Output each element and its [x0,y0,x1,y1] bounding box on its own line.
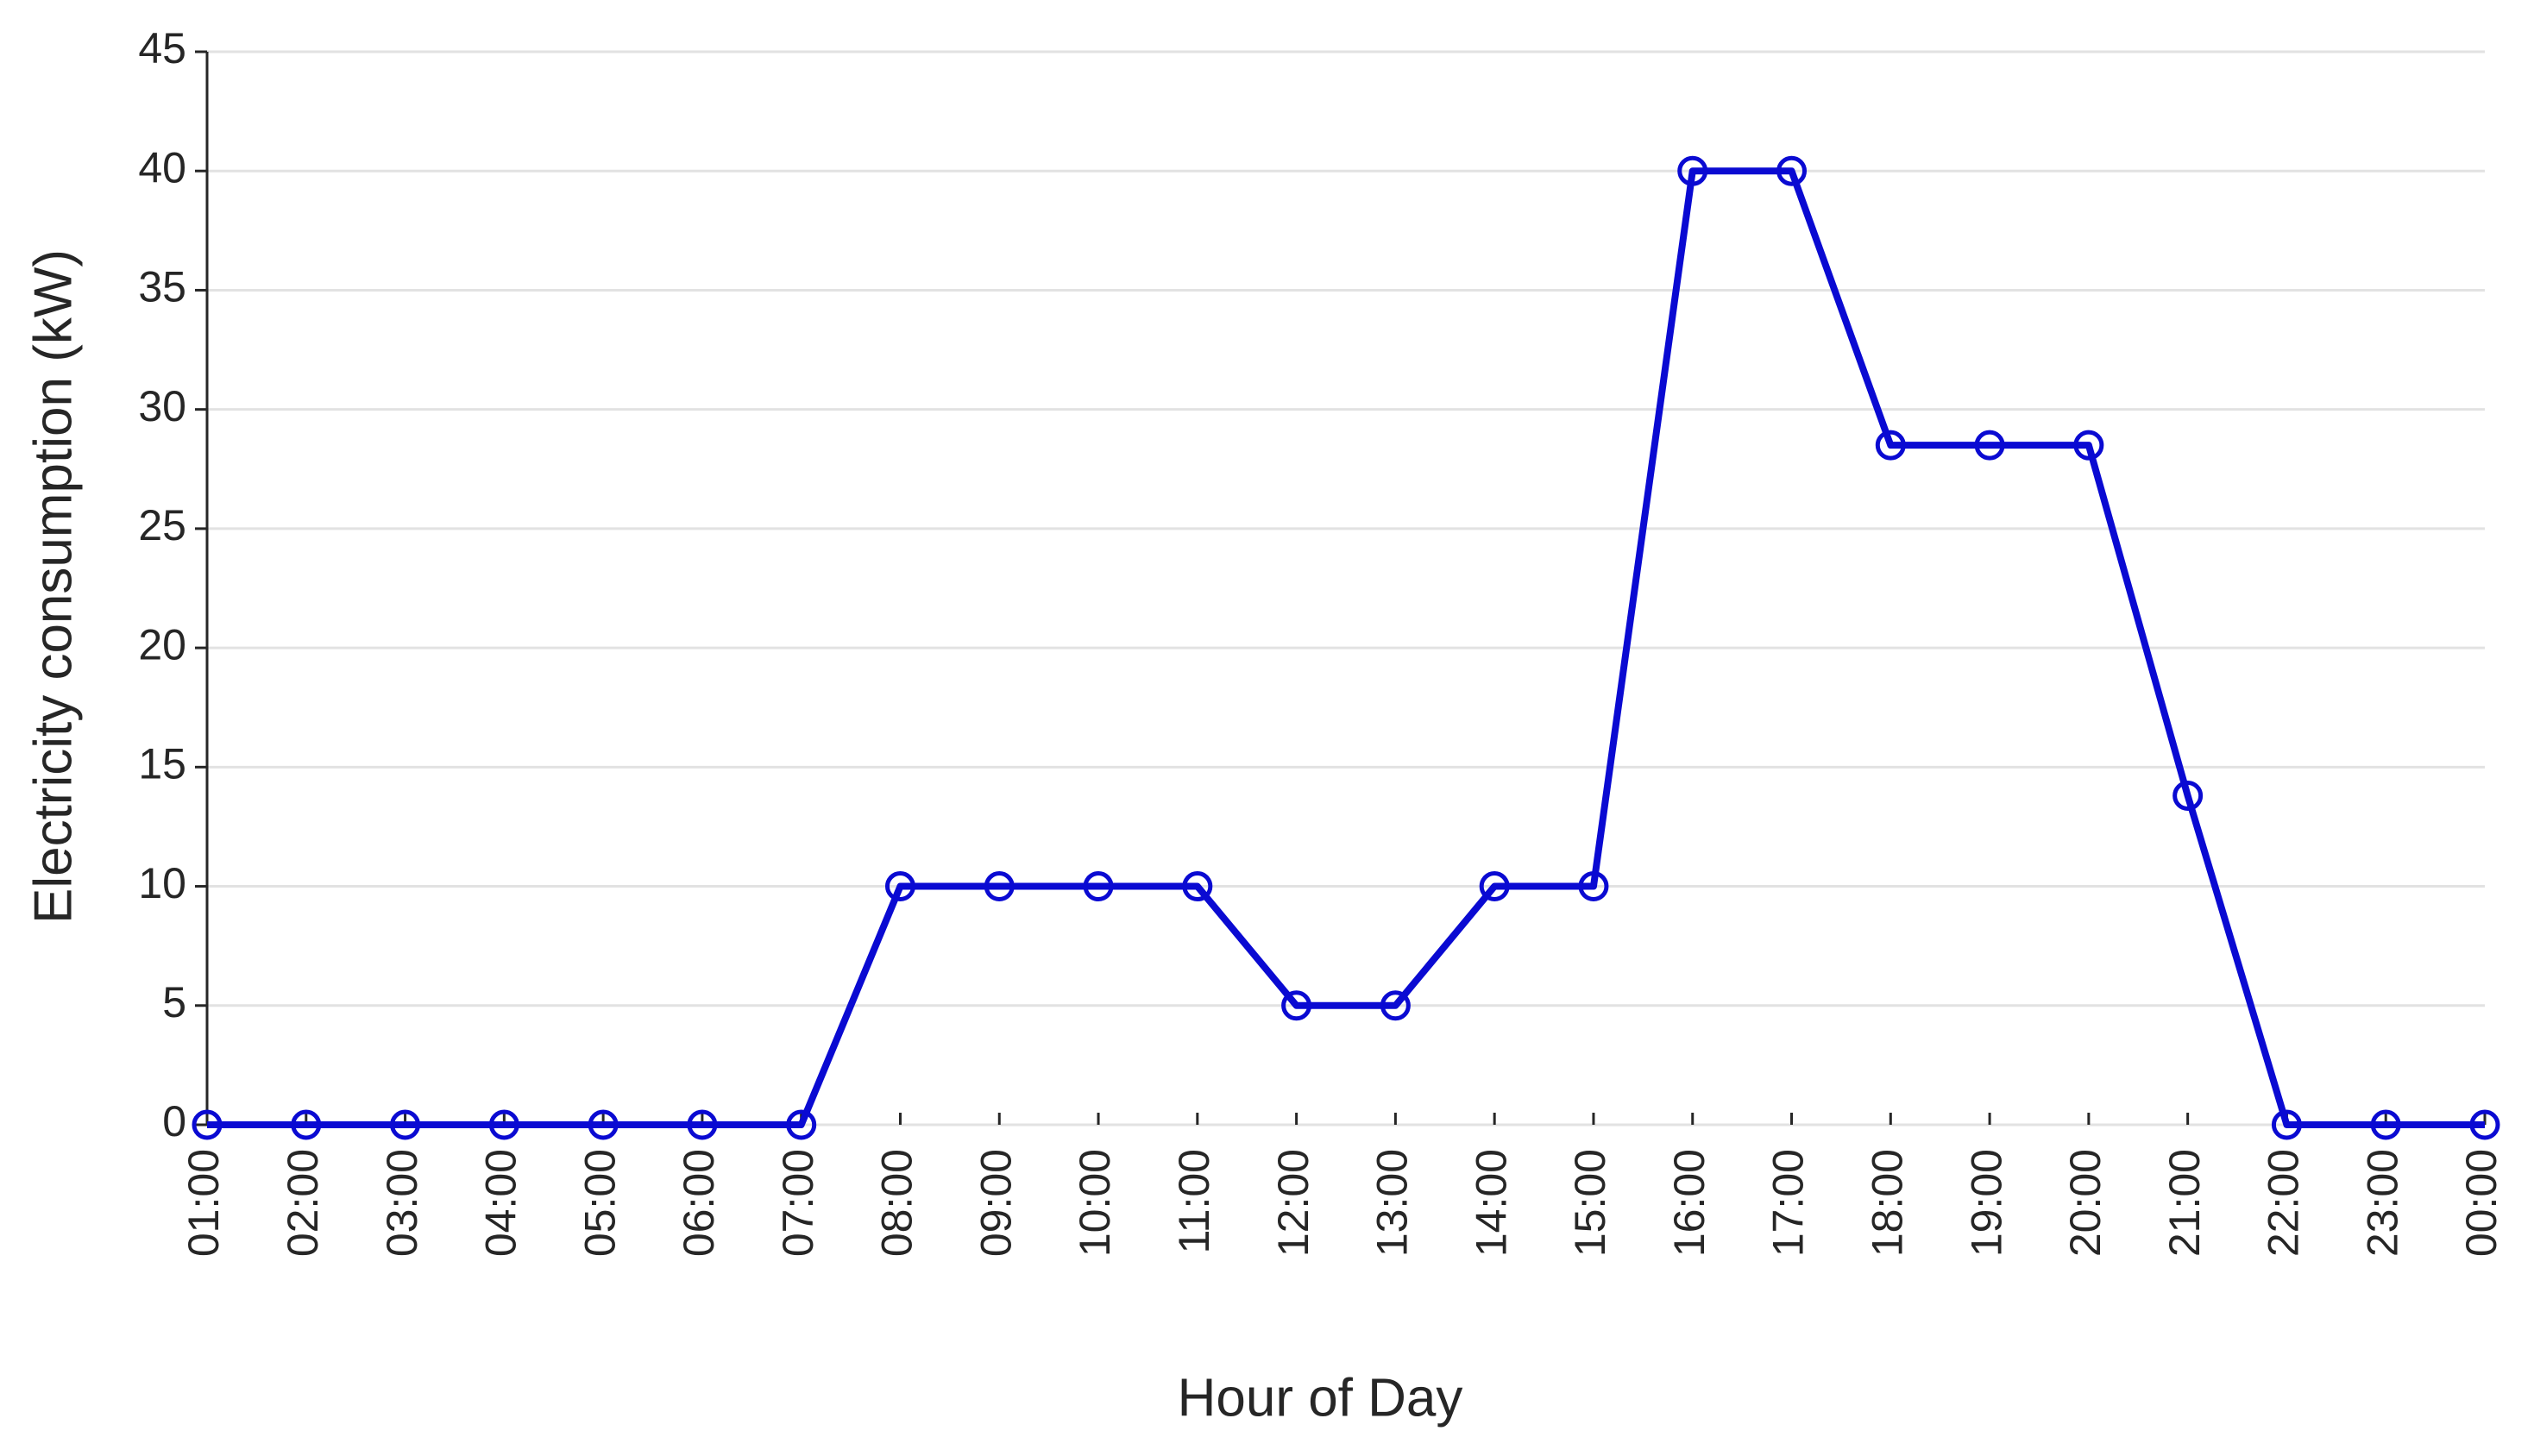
data-point [1578,871,1609,902]
x-tick-label: 11:00 [1170,1149,1218,1253]
x-tick-label: 04:00 [477,1149,525,1257]
data-point [390,1109,421,1140]
y-tick-label: 15 [138,740,186,788]
x-tick-label: 08:00 [873,1149,921,1257]
x-tick-label: 18:00 [1864,1149,1912,1257]
data-point [687,1109,718,1140]
data-point [291,1109,322,1140]
x-tick-label: 23:00 [2358,1149,2406,1257]
x-tick-label: 20:00 [2061,1149,2110,1257]
x-tick-label: 02:00 [279,1149,327,1257]
data-point [2172,781,2204,812]
x-tick-label: 01:00 [179,1149,228,1257]
data-point [2469,1109,2500,1140]
data-point [2271,1109,2302,1140]
y-tick-label: 10 [138,859,186,907]
x-tick-label: 03:00 [378,1149,426,1257]
data-point [1479,871,1510,902]
y-tick-label: 20 [138,620,186,668]
x-tick-label: 06:00 [675,1149,723,1257]
x-tick-label: 13:00 [1368,1149,1417,1257]
y-tick-label: 0 [162,1097,186,1145]
y-tick-label: 30 [138,382,186,430]
y-tick-label: 40 [138,143,186,191]
x-tick-label: 19:00 [1962,1149,2010,1257]
x-tick-label: 09:00 [971,1149,1020,1257]
x-tick-label: 05:00 [575,1149,624,1257]
x-tick-label: 21:00 [2160,1149,2209,1257]
y-tick-label: 25 [138,501,186,549]
data-point [1677,155,1708,186]
x-tick-label: 22:00 [2260,1149,2308,1257]
x-tick-label: 10:00 [1071,1149,1119,1257]
y-tick-label: 5 [162,978,186,1026]
data-point [1974,430,2005,461]
x-tick-label: 07:00 [774,1149,822,1257]
x-axis-label: Hour of Day [1178,1368,1463,1428]
data-point [1182,871,1213,902]
y-axis-label: Electricity consumption (kW) [23,249,83,924]
data-point [2370,1109,2401,1140]
y-tick-label: 35 [138,263,186,311]
data-point [588,1109,619,1140]
x-tick-label: 17:00 [1764,1149,1813,1257]
x-tick-label: 12:00 [1269,1149,1317,1257]
data-point [192,1109,223,1140]
data-point [1281,990,1312,1021]
x-tick-label: 16:00 [1665,1149,1713,1257]
y-tick-label: 45 [138,24,186,72]
data-point [884,871,915,902]
x-tick-label: 00:00 [2457,1149,2506,1257]
data-point [1083,871,1114,902]
data-line [207,167,2485,1128]
data-point [488,1109,519,1140]
x-tick-label: 14:00 [1467,1149,1515,1257]
x-tick-label: 15:00 [1566,1149,1614,1257]
data-point [2073,430,2104,461]
data-point [1380,990,1411,1021]
data-point [786,1109,817,1140]
data-point [1776,155,1808,186]
data-point [1875,430,1906,461]
data-point [984,871,1015,902]
